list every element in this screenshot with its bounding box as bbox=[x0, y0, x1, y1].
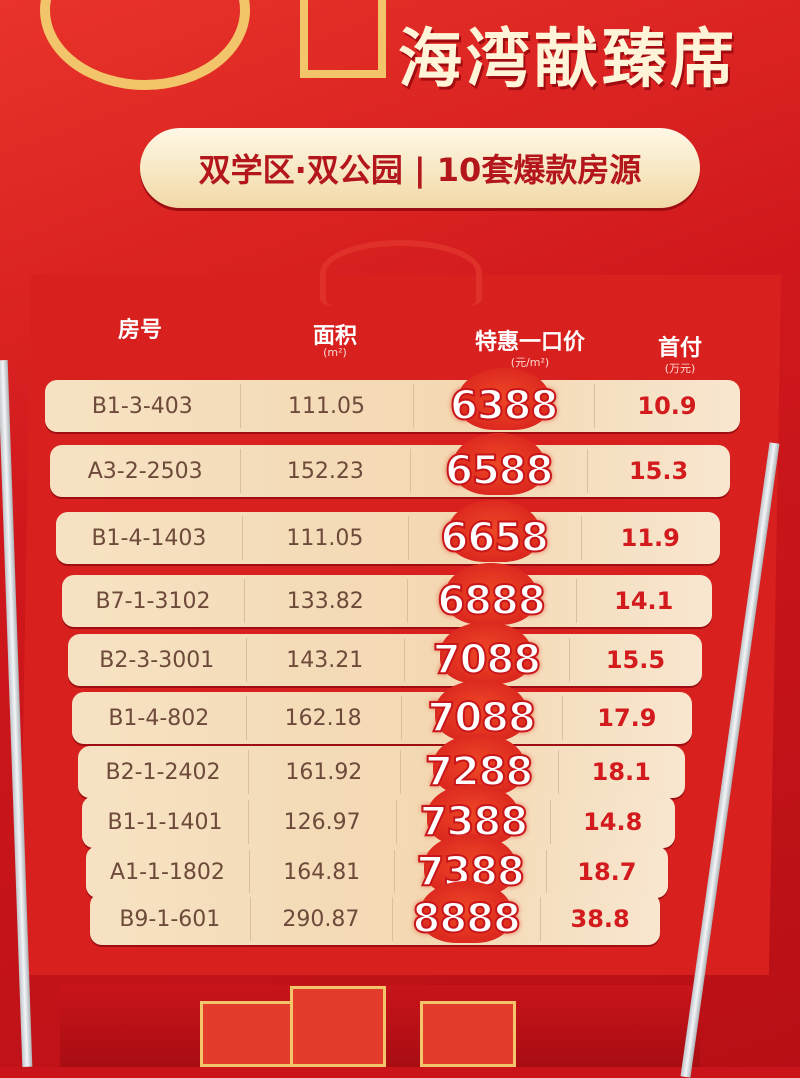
table-row: A1-1-1802 164.81 7388 18.7 bbox=[86, 834, 668, 898]
column-divider bbox=[240, 449, 242, 493]
column-divider bbox=[580, 516, 582, 560]
ribbon-bow-icon bbox=[320, 240, 482, 306]
flame-icon bbox=[440, 622, 533, 684]
unit-number: B2-3-3001 bbox=[99, 647, 215, 673]
poster-title: 海湾献臻席 bbox=[398, 23, 738, 97]
down-payment-value: 18.1 bbox=[591, 758, 651, 786]
area-value: 290.87 bbox=[282, 906, 360, 932]
column-divider bbox=[550, 800, 552, 844]
column-divider bbox=[247, 750, 249, 794]
table-row: B2-1-2402 161.92 7288 18.1 bbox=[78, 734, 685, 798]
gift-icon bbox=[290, 986, 386, 1067]
column-divider bbox=[587, 449, 589, 493]
flame-icon bbox=[445, 563, 537, 625]
column-divider bbox=[245, 696, 247, 740]
price-value: 6888 bbox=[436, 577, 546, 625]
poster-subtitle: 双学区·双公园 | 10套爆款房源 bbox=[140, 128, 700, 208]
table-row: B1-4-802 162.18 7088 17.9 bbox=[72, 680, 692, 744]
area-value: 133.82 bbox=[286, 588, 364, 614]
header-price-unit: (元/m²) bbox=[510, 356, 550, 369]
down-payment-value: 10.9 bbox=[637, 392, 697, 420]
down-payment-value: 18.7 bbox=[577, 858, 637, 886]
unit-number: A3-2-2503 bbox=[87, 458, 203, 484]
column-divider bbox=[557, 750, 559, 794]
unit-number: B1-1-1401 bbox=[107, 809, 223, 835]
column-divider bbox=[239, 384, 241, 428]
price-value: 7088 bbox=[432, 636, 542, 684]
column-divider bbox=[244, 579, 245, 623]
column-divider bbox=[561, 696, 563, 740]
down-payment-value: 14.8 bbox=[583, 808, 643, 836]
column-divider bbox=[407, 516, 409, 560]
table-row: B7-1-3102 133.82 6888 14.1 bbox=[62, 563, 712, 627]
gift-box-decoration bbox=[60, 985, 700, 1067]
table-row: B1-1-1401 126.97 7388 14.8 bbox=[82, 784, 675, 848]
gift-icon bbox=[200, 1001, 296, 1067]
column-divider bbox=[594, 384, 596, 428]
column-divider bbox=[545, 850, 547, 894]
area-value: 143.21 bbox=[286, 647, 364, 673]
column-divider bbox=[249, 897, 251, 941]
down-payment-value: 15.3 bbox=[628, 457, 689, 485]
price-value: 8888 bbox=[412, 895, 522, 943]
down-payment-value: 17.9 bbox=[597, 704, 657, 732]
gift-icon bbox=[420, 1001, 516, 1067]
flame-icon bbox=[457, 368, 550, 430]
column-divider bbox=[410, 449, 412, 493]
price-value: 6388 bbox=[449, 382, 559, 430]
table-row: B1-3-403 111.05 6388 10.9 bbox=[45, 368, 740, 432]
area-value: 152.23 bbox=[286, 458, 364, 484]
area-value: 111.05 bbox=[286, 525, 364, 551]
area-value: 111.05 bbox=[287, 393, 365, 419]
flame-icon bbox=[448, 500, 541, 562]
column-divider bbox=[248, 850, 250, 894]
down-payment-value: 11.9 bbox=[620, 524, 680, 552]
header-down-payment-unit: (万元) bbox=[664, 362, 696, 375]
area-value: 161.92 bbox=[285, 759, 363, 785]
table-row: B9-1-601 290.87 8888 38.8 bbox=[90, 881, 660, 945]
unit-number: B1-4-802 bbox=[108, 705, 210, 731]
header-area-unit: (m²) bbox=[323, 346, 347, 359]
area-value: 126.97 bbox=[283, 809, 361, 835]
price-value: 6588 bbox=[444, 447, 554, 495]
flame-icon bbox=[420, 881, 513, 943]
column-divider bbox=[568, 638, 570, 682]
table-row: B1-4-1403 111.05 6658 11.9 bbox=[56, 500, 720, 564]
down-payment-value: 14.1 bbox=[614, 587, 674, 615]
table-row: B2-3-3001 143.21 7088 15.5 bbox=[68, 622, 702, 686]
down-payment-value: 38.8 bbox=[570, 905, 630, 933]
unit-number: B7-1-3102 bbox=[95, 588, 211, 614]
header-price: 特惠一口价 bbox=[474, 330, 585, 355]
table-row: A3-2-2503 152.23 6588 15.3 bbox=[50, 433, 730, 497]
down-payment-value: 15.5 bbox=[605, 646, 666, 674]
area-value: 164.81 bbox=[283, 859, 361, 885]
column-divider bbox=[399, 750, 401, 794]
column-divider bbox=[241, 516, 243, 560]
column-divider bbox=[245, 638, 247, 682]
unit-number: B1-3-403 bbox=[91, 393, 193, 419]
unit-number: B2-1-2402 bbox=[105, 759, 221, 785]
column-divider bbox=[394, 850, 396, 894]
unit-number: B9-1-601 bbox=[119, 906, 221, 932]
column-divider bbox=[404, 638, 406, 682]
unit-number: B1-4-1403 bbox=[91, 525, 207, 551]
column-divider bbox=[575, 579, 577, 623]
header-down-payment: 首付 bbox=[657, 336, 702, 361]
column-divider bbox=[392, 897, 394, 941]
column-divider bbox=[396, 800, 398, 844]
column-divider bbox=[400, 696, 402, 740]
flame-icon bbox=[452, 433, 545, 495]
header-area: 面积 bbox=[312, 324, 357, 349]
column-divider bbox=[540, 897, 542, 941]
area-value: 162.18 bbox=[284, 705, 362, 731]
column-divider bbox=[406, 579, 408, 623]
price-value: 6658 bbox=[440, 514, 550, 562]
flame-icon bbox=[435, 680, 528, 742]
column-divider bbox=[248, 800, 250, 844]
column-divider bbox=[413, 384, 415, 428]
logo-frame-decoration bbox=[300, 0, 386, 78]
header-unit: 房号 bbox=[117, 318, 162, 343]
unit-number: A1-1-1802 bbox=[110, 859, 225, 885]
